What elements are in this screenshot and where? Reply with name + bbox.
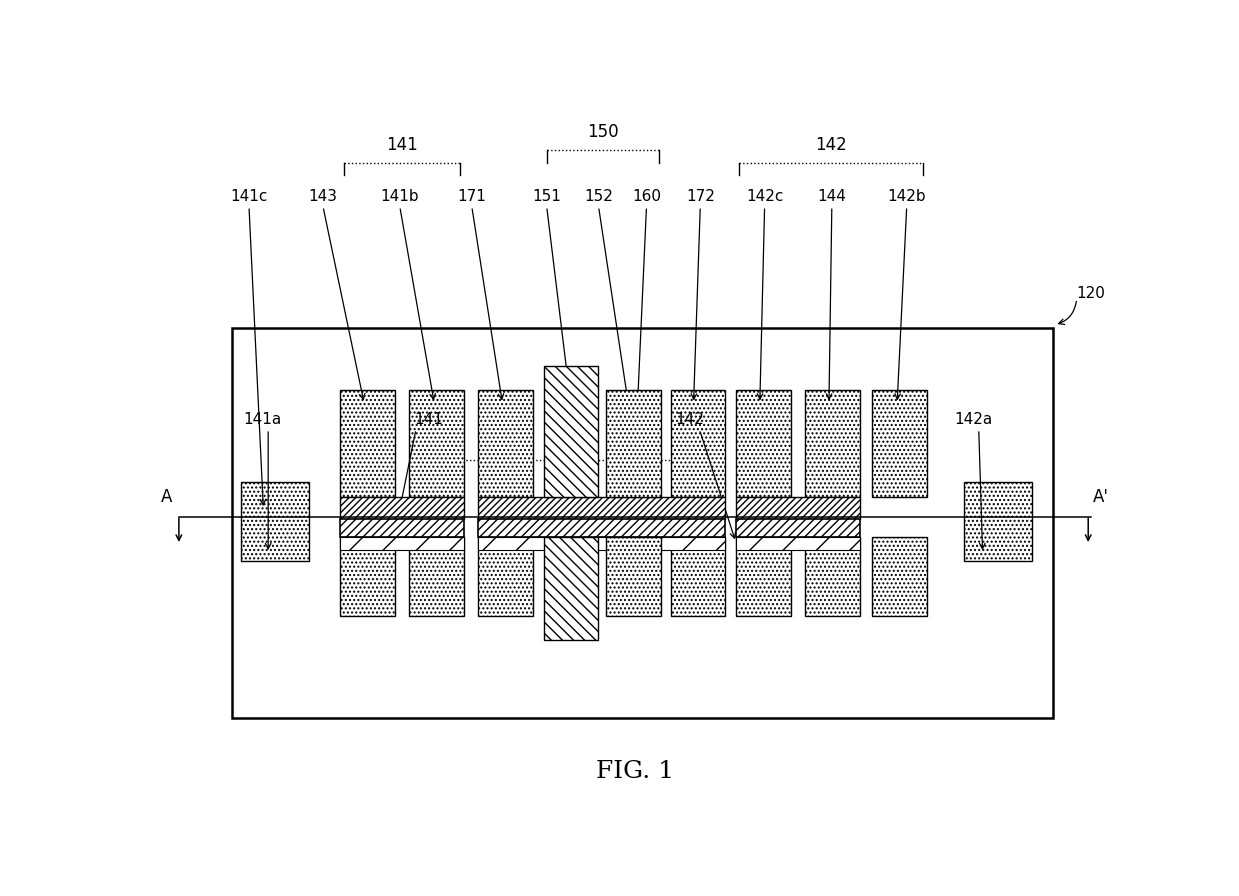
Bar [805, 537, 860, 616]
Bar [670, 537, 725, 616]
Text: 142a: 142a [954, 412, 992, 426]
Bar [964, 482, 1032, 561]
Text: FIG. 1: FIG. 1 [596, 760, 674, 783]
Text: 142b: 142b [887, 189, 926, 204]
Bar [341, 537, 465, 550]
Text: 142: 142 [675, 412, 704, 426]
Text: 172: 172 [686, 189, 715, 204]
Bar [872, 537, 927, 616]
Bar [736, 390, 790, 496]
Bar [341, 496, 465, 519]
Bar [736, 519, 860, 537]
Bar [242, 482, 309, 561]
Bar [232, 328, 1053, 718]
Bar [606, 537, 660, 616]
Text: 144: 144 [818, 189, 846, 204]
Bar [478, 519, 725, 537]
Text: 141: 141 [414, 412, 444, 426]
Text: 150: 150 [587, 124, 618, 142]
Text: 120: 120 [1077, 287, 1105, 301]
Bar [341, 390, 395, 496]
Bar [478, 496, 725, 519]
Text: A': A' [1093, 487, 1109, 505]
Text: 141c: 141c [230, 189, 268, 204]
Text: 142: 142 [815, 136, 846, 154]
Bar [341, 537, 395, 616]
Bar [544, 366, 598, 496]
Bar [409, 537, 465, 616]
Bar [341, 519, 465, 537]
Bar [736, 537, 790, 616]
Text: 141b: 141b [380, 189, 419, 204]
Text: 151: 151 [533, 189, 561, 204]
Text: 152: 152 [584, 189, 613, 204]
Bar [544, 537, 598, 640]
Bar [409, 390, 465, 496]
Text: 141: 141 [387, 136, 418, 154]
Bar [805, 390, 860, 496]
Bar [478, 537, 533, 616]
Bar [478, 537, 725, 550]
Bar [670, 390, 725, 496]
Text: 143: 143 [309, 189, 337, 204]
Text: 142c: 142c [746, 189, 783, 204]
Bar [736, 496, 860, 519]
Bar [606, 390, 660, 496]
Text: 160: 160 [632, 189, 662, 204]
Bar [478, 390, 533, 496]
Text: A: A [161, 487, 172, 505]
Text: 171: 171 [457, 189, 486, 204]
Bar [872, 390, 927, 496]
Text: 140: 140 [545, 474, 574, 489]
Text: 141a: 141a [243, 412, 281, 426]
Bar [736, 537, 860, 550]
